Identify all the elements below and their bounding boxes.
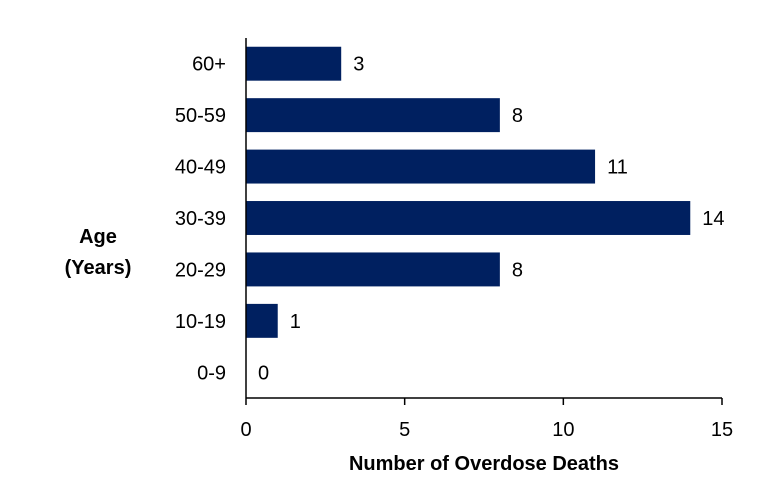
- x-tick-label-10: 10: [552, 419, 574, 441]
- x-axis-title: Number of Overdose Deaths: [349, 453, 619, 475]
- bar-40-49: [246, 149, 596, 184]
- bars-group: [246, 46, 691, 338]
- x-tick-label-0: 0: [240, 419, 251, 441]
- bar-10-19: [246, 303, 278, 338]
- bar-60+: [246, 46, 342, 81]
- y-axis-title-line2: (Years): [65, 257, 132, 279]
- bar-30-39: [246, 201, 691, 235]
- y-tick-label-60+: 60+: [192, 54, 226, 76]
- data-label-20-29: 8: [512, 259, 523, 281]
- y-axis-title-line1: Age: [79, 226, 117, 248]
- x-tick-marks-group: [245, 398, 723, 405]
- y-tick-label-0-9: 0-9: [197, 362, 226, 384]
- y-tick-label-50-59: 50-59: [175, 105, 226, 127]
- x-tick-label-15: 15: [711, 419, 733, 441]
- data-label-30-39: 14: [702, 208, 724, 230]
- bar-20-29: [246, 252, 500, 287]
- x-tick-labels-group: 0 5 10 15: [240, 419, 733, 441]
- bar-50-59: [246, 98, 500, 133]
- y-tick-labels-group: 0-9 10-19 20-29 30-39 40-49 50-59 60+: [175, 54, 226, 385]
- data-label-10-19: 1: [290, 311, 301, 333]
- x-tick-label-5: 5: [399, 419, 410, 441]
- data-label-60+: 3: [353, 54, 364, 76]
- y-tick-label-20-29: 20-29: [175, 259, 226, 281]
- y-tick-label-40-49: 40-49: [175, 157, 226, 179]
- data-label-40-49: 11: [607, 157, 628, 179]
- data-label-0-9: 0: [258, 362, 269, 384]
- y-tick-label-30-39: 30-39: [175, 208, 226, 230]
- y-tick-label-10-19: 10-19: [175, 311, 226, 333]
- data-label-50-59: 8: [512, 105, 523, 127]
- data-labels-group: 0 1 8 14 11 8 3: [258, 54, 725, 385]
